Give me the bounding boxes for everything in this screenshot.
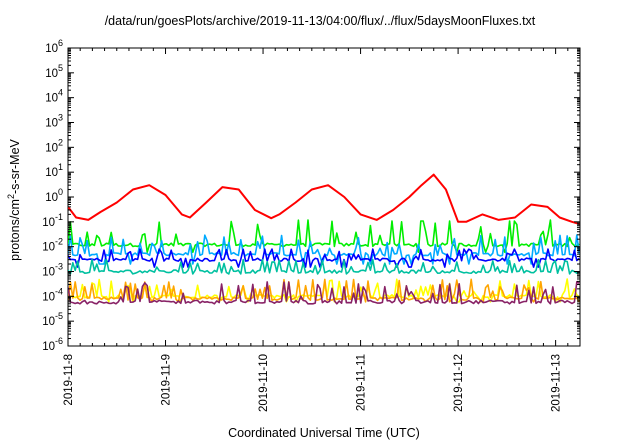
y-tick-label: 10-2 <box>42 237 63 254</box>
y-axis-label: protons/cm2-s-sr-MeV <box>6 138 22 260</box>
y-tick-label: 104 <box>45 88 63 105</box>
series-line-1 <box>68 173 580 226</box>
y-tick-label: 103 <box>45 113 63 130</box>
chart-title: /data/run/goesPlots/archive/2019-11-13/0… <box>104 14 536 28</box>
x-tick-label: 2019-11-9 <box>161 354 173 406</box>
y-tick-label: 100 <box>45 187 63 204</box>
x-tick-label: 2019-11-10 <box>258 354 270 412</box>
x-tick-label: 2019-11-13 <box>551 354 563 412</box>
series-line-5 <box>68 258 580 275</box>
y-tick-label: 10-4 <box>42 286 63 303</box>
series-line-3 <box>68 234 580 265</box>
x-tick-label: 2019-11-11 <box>356 354 368 411</box>
x-tick-label: 2019-11-8 <box>63 354 75 406</box>
x-axis-ticks: 2019-11-8 2019-11-9 2019-11-10 2019-11-11 20… <box>63 48 581 412</box>
series-line-8 <box>68 281 580 305</box>
y-tick-label: 101 <box>45 162 63 179</box>
series-line-2 <box>68 219 580 253</box>
y-tick-label: 10-6 <box>42 336 63 353</box>
svg-text:protons/cm2-s-sr-MeV: protons/cm2-s-sr-MeV <box>6 138 22 260</box>
y-tick-label: 10-3 <box>42 262 63 279</box>
series-layer <box>68 173 580 305</box>
y-axis-ticks: 10-6 10-5 10-4 10-3 10-2 10-1 100 101 102 103 104 1… <box>42 38 580 353</box>
x-tick-label: 2019-11-12 <box>453 354 465 412</box>
y-tick-label: 106 <box>45 38 63 55</box>
y-tick-label: 10-5 <box>42 311 63 328</box>
series-line-4 <box>68 248 580 268</box>
y-tick-label: 10-1 <box>42 212 63 229</box>
y-tick-label: 102 <box>45 137 63 154</box>
series-line-7 <box>68 278 580 303</box>
y-tick-label: 105 <box>45 63 63 80</box>
x-axis-label: Coordinated Universal Time (UTC) <box>228 426 420 440</box>
